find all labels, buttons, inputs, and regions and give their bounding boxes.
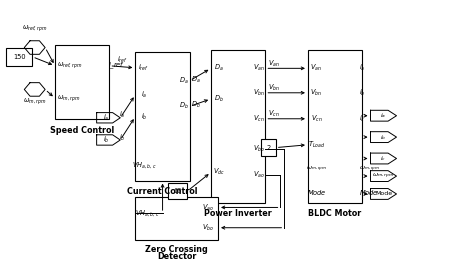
Text: 2: 2 [266, 145, 270, 151]
Text: $VH_{a,b,c}$: $VH_{a,b,c}$ [135, 208, 159, 218]
Text: $V_{bn}$: $V_{bn}$ [268, 83, 280, 93]
Text: $\omega_{m,rpm}$: $\omega_{m,rpm}$ [57, 93, 81, 103]
Bar [136, 53, 190, 181]
Bar [136, 197, 218, 240]
Bar [308, 50, 362, 203]
Text: $D_b$: $D_b$ [214, 94, 223, 104]
Text: $\omega_{ref,rpm}$: $\omega_{ref,rpm}$ [56, 61, 82, 71]
Text: $V_{cn}$: $V_{cn}$ [253, 114, 264, 124]
Text: BLDC Motor: BLDC Motor [309, 209, 362, 218]
Text: $V_{bn}$: $V_{bn}$ [310, 88, 322, 98]
Text: 60: 60 [173, 188, 182, 194]
Text: $i_{ref}$: $i_{ref}$ [117, 55, 128, 65]
Text: $Mode$: $Mode$ [359, 188, 379, 197]
Text: $V_{an}$: $V_{an}$ [253, 63, 265, 73]
Bar [261, 139, 276, 156]
Text: Detector: Detector [157, 252, 196, 260]
Text: $\omega_{ref,rpm}$: $\omega_{ref,rpm}$ [22, 24, 47, 34]
Text: Zero Crossing: Zero Crossing [146, 245, 208, 254]
Text: $\omega_{m,rpm}$: $\omega_{m,rpm}$ [359, 165, 381, 174]
Text: $i_b$: $i_b$ [141, 112, 147, 122]
Text: $D_a$: $D_a$ [179, 76, 189, 86]
Text: 150: 150 [13, 54, 26, 60]
Text: $V_{cn}$: $V_{cn}$ [268, 109, 280, 119]
Text: $i_a$: $i_a$ [381, 111, 387, 120]
Text: $D_b$: $D_b$ [179, 101, 189, 111]
Text: $i_b$: $i_b$ [359, 88, 366, 98]
Text: $V_{ao}$: $V_{ao}$ [253, 170, 265, 180]
Text: $D_b$: $D_b$ [191, 100, 201, 110]
Text: Power Inverter: Power Inverter [204, 209, 272, 218]
Text: $i_c$: $i_c$ [381, 154, 387, 163]
Text: $\omega_{m,rpm}$: $\omega_{m,rpm}$ [306, 165, 327, 174]
Bar [6, 48, 32, 66]
Text: Mode: Mode [375, 191, 392, 197]
Text: $i_c$: $i_c$ [359, 114, 366, 124]
Text: $i_b$: $i_b$ [103, 135, 109, 145]
Text: $i_b$: $i_b$ [380, 133, 387, 141]
Text: $i_{ref}$: $i_{ref}$ [138, 63, 149, 73]
Bar [168, 183, 187, 199]
Text: $D_a$: $D_a$ [214, 63, 223, 73]
Text: $D_a$: $D_a$ [191, 75, 200, 85]
Text: $V_{an}$: $V_{an}$ [268, 59, 280, 69]
Text: $V_{an}$: $V_{an}$ [310, 63, 322, 73]
Text: $V_{dc}$: $V_{dc}$ [212, 167, 225, 177]
Text: $\omega_{m,rpm}$: $\omega_{m,rpm}$ [373, 172, 395, 181]
Text: $T_{Load}$: $T_{Load}$ [308, 140, 325, 150]
Text: $i_b$: $i_b$ [119, 132, 126, 142]
Text: $\omega_{m,rpm}$: $\omega_{m,rpm}$ [23, 96, 46, 107]
Bar [55, 45, 109, 119]
Text: Current Control: Current Control [128, 187, 198, 196]
Text: $V_{ao}$: $V_{ao}$ [202, 202, 214, 212]
Text: $V_{bo}$: $V_{bo}$ [201, 223, 214, 233]
Bar [211, 50, 265, 203]
Text: $Mode$: $Mode$ [307, 188, 326, 197]
Text: $VH_{a,b,c}$: $VH_{a,b,c}$ [132, 160, 156, 170]
Text: $i_a$: $i_a$ [119, 110, 126, 120]
Text: $i_a$: $i_a$ [359, 63, 366, 73]
Text: $i\_ref$: $i\_ref$ [108, 61, 125, 71]
Text: Speed Control: Speed Control [50, 126, 114, 135]
Text: $i_a$: $i_a$ [141, 90, 147, 100]
Text: $V_{bn}$: $V_{bn}$ [253, 88, 265, 98]
Text: $V_{cn}$: $V_{cn}$ [310, 114, 322, 124]
Text: $V_{bo}$: $V_{bo}$ [253, 144, 265, 154]
Text: $i_a$: $i_a$ [103, 113, 109, 123]
